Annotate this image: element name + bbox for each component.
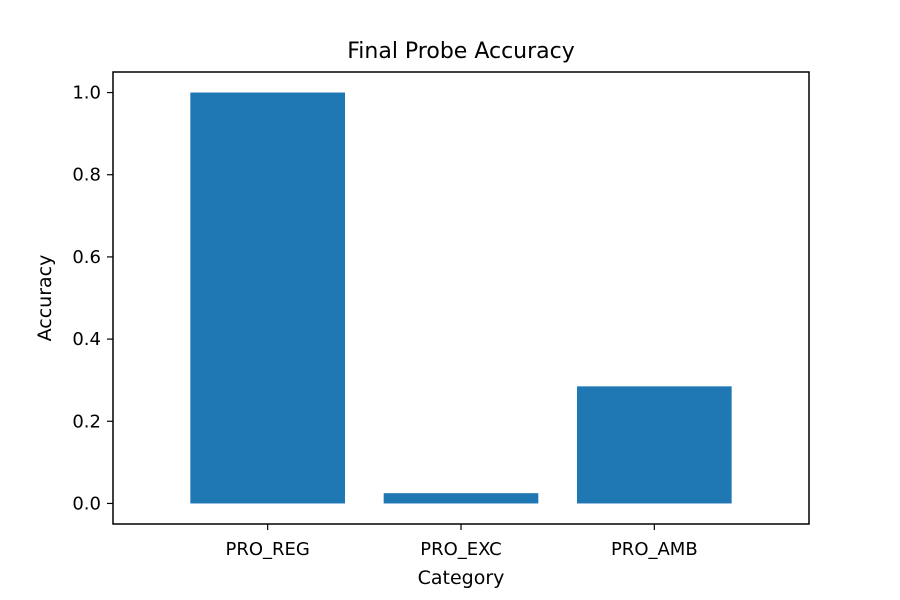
y-axis-label: Accuracy: [34, 255, 56, 342]
x-axis: PRO_REG PRO_EXC PRO_AMB: [225, 524, 698, 560]
bar-pro-amb: [577, 386, 732, 504]
y-tick-label: 0.8: [72, 165, 101, 186]
y-tick-label: 0.0: [72, 493, 101, 514]
x-tick-label: PRO_EXC: [420, 539, 502, 560]
bars-group: [190, 92, 732, 504]
bar-pro-exc: [383, 493, 539, 504]
y-axis: 0.0 0.2 0.4 0.6 0.8 1.0: [72, 83, 113, 514]
bar-pro-reg: [190, 92, 345, 504]
chart-title: Final Probe Accuracy: [347, 39, 575, 64]
x-tick-label: PRO_REG: [225, 539, 309, 560]
y-tick-label: 0.2: [72, 411, 101, 432]
x-tick-label: PRO_AMB: [611, 539, 698, 560]
x-axis-label: Category: [418, 567, 505, 589]
y-tick-label: 0.4: [72, 329, 101, 350]
y-tick-label: 1.0: [72, 83, 101, 104]
y-tick-label: 0.6: [72, 247, 101, 268]
